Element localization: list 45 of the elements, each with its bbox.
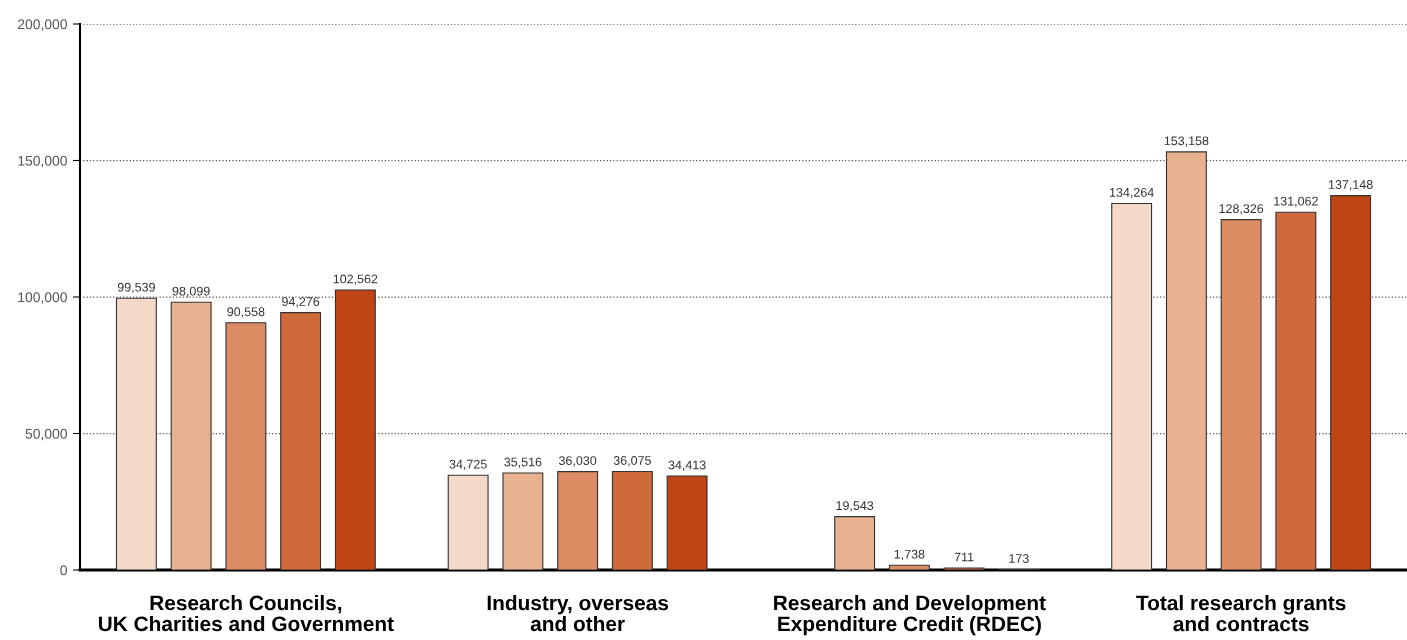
y-tick-label: 50,000 <box>25 428 67 441</box>
data-label: 36,075 <box>613 456 651 467</box>
data-label: 34,725 <box>449 459 487 471</box>
data-label: 711 <box>954 552 974 562</box>
x-tick-label: Research Councils, UK Charities and Government <box>98 595 394 632</box>
data-label: 153,158 <box>1164 136 1209 147</box>
y-tick-label: 150,000 <box>18 155 67 168</box>
data-label: 36,030 <box>558 456 597 467</box>
x-tick-label: Industry, overseas and other <box>487 595 669 632</box>
data-label: 137,148 <box>1328 180 1373 191</box>
x-tick-label: Research and Development Expenditure Credit (RDEC) <box>774 595 1046 636</box>
data-label: 35,516 <box>504 457 542 468</box>
bar <box>888 564 930 570</box>
data-label: 19,543 <box>836 501 874 512</box>
bar <box>502 472 544 570</box>
data-label: 1,738 <box>894 549 925 561</box>
data-label: 128,326 <box>1219 204 1264 215</box>
bar <box>557 471 599 570</box>
data-label: 99,539 <box>117 282 155 294</box>
bar <box>170 301 212 570</box>
data-label: 173 <box>1009 554 1029 563</box>
data-label: 131,062 <box>1274 196 1318 208</box>
bar <box>1220 219 1262 570</box>
data-label: 134,264 <box>1110 187 1154 199</box>
data-label: 102,562 <box>333 274 378 285</box>
x-tick-label: Total research grants and contracts <box>1136 595 1346 632</box>
bar <box>834 516 876 570</box>
bar <box>334 289 376 570</box>
bar <box>1111 202 1153 570</box>
data-label: 94,276 <box>282 297 320 308</box>
bar <box>611 470 653 570</box>
data-label: 34,413 <box>668 460 706 471</box>
y-tick-label: 0 <box>60 565 67 576</box>
y-tick-label: 200,000 <box>18 19 67 31</box>
bar <box>666 475 708 570</box>
bar <box>1330 195 1372 570</box>
y-tick-label: 100,000 <box>18 292 67 304</box>
bar <box>447 474 489 570</box>
bar <box>225 322 267 570</box>
data-label: 90,558 <box>227 307 265 318</box>
bar <box>280 312 322 570</box>
bar <box>1275 211 1317 570</box>
data-label: 98,099 <box>172 286 210 298</box>
bar <box>1165 151 1207 570</box>
bar <box>115 297 157 570</box>
